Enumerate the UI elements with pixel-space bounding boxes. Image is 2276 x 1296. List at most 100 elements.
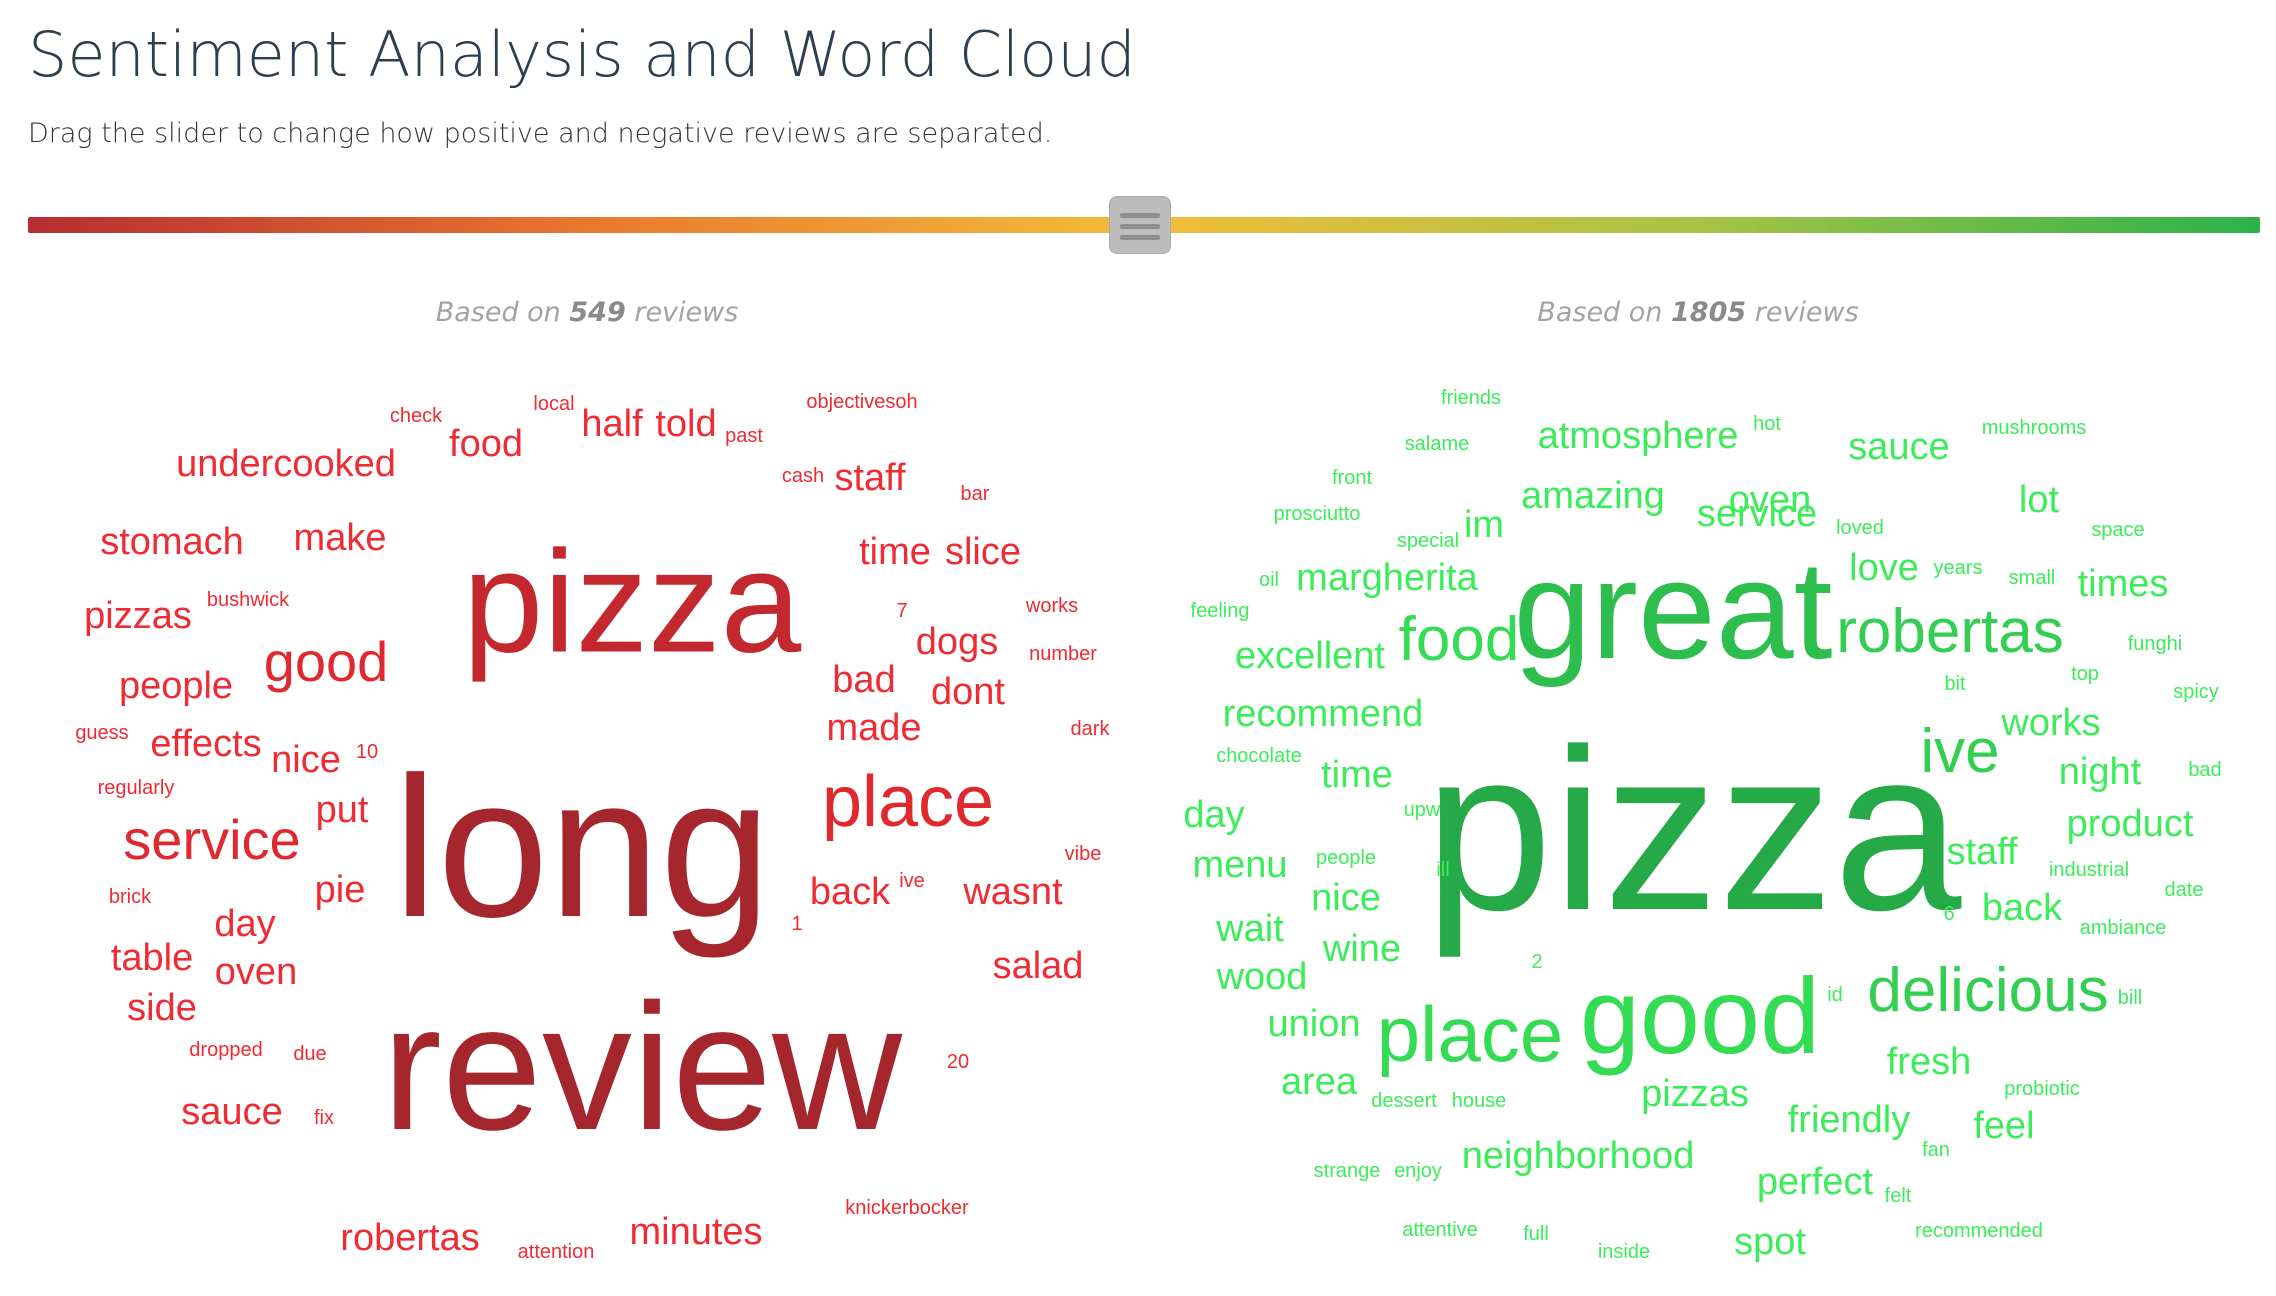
negative-word-guess: guess — [75, 722, 129, 744]
positive-word-place: place — [1376, 990, 1564, 1078]
negative-word-side: side — [127, 987, 197, 1029]
positive-word-works: works — [2001, 702, 2101, 744]
negative-word-past: past — [725, 425, 763, 447]
negative-word-knickerbocker: knickerbocker — [845, 1197, 969, 1219]
negative-word-pizza: pizza — [462, 520, 802, 683]
positive-word-mushrooms: mushrooms — [1981, 417, 2087, 439]
negative-based-suffix: reviews — [625, 297, 739, 328]
positive-word-ambiance: ambiance — [2079, 917, 2167, 939]
negative-word-bushwick: bushwick — [206, 589, 290, 611]
negative-word-effects: effects — [150, 723, 262, 765]
negative-word-check: check — [389, 405, 443, 427]
negative-word-fix: fix — [314, 1107, 334, 1129]
negative-word-attention: attention — [517, 1241, 595, 1263]
negative-word-people: people — [118, 665, 234, 707]
negative-word-time: time — [859, 531, 931, 573]
negative-word-20: 20 — [946, 1051, 970, 1073]
positive-word-upw: upw — [1403, 799, 1441, 821]
positive-word-bad: bad — [2188, 759, 2222, 781]
positive-word-people: people — [1315, 847, 1377, 869]
positive-word-house: house — [1451, 1090, 1507, 1112]
negative-word-staff: staff — [834, 457, 906, 499]
positive-word-robertas: robertas — [1836, 597, 2064, 666]
negative-word-put: put — [315, 789, 369, 831]
sentiment-slider-handle[interactable] — [1109, 196, 1171, 254]
positive-word-sauce: sauce — [1848, 426, 1950, 468]
positive-word-full: full — [1523, 1223, 1549, 1245]
negative-word-day: day — [214, 903, 276, 945]
positive-word-6: 6 — [1943, 903, 1955, 925]
positive-word-delicious: delicious — [1867, 956, 2109, 1025]
positive-word-margherita: margherita — [1296, 557, 1478, 599]
positive-word-perfect: perfect — [1756, 1161, 1874, 1203]
negative-word-regularly: regularly — [97, 777, 175, 799]
positive-word-id: id — [1827, 984, 1843, 1006]
positive-word-salame: salame — [1404, 433, 1470, 455]
positive-word-dessert: dessert — [1371, 1090, 1437, 1112]
positive-word-enjoy: enjoy — [1394, 1160, 1442, 1182]
negative-word-cash: cash — [781, 465, 825, 487]
positive-word-special: special — [1396, 530, 1460, 552]
positive-word-spot: spot — [1734, 1221, 1806, 1263]
positive-word-service: service — [1696, 493, 1818, 535]
negative-word-10: 10 — [355, 741, 379, 763]
positive-word-time: time — [1321, 754, 1393, 796]
positive-word-inside: inside — [1597, 1241, 1651, 1263]
positive-word-funghi: funghi — [2127, 633, 2183, 655]
positive-word-chocolate: chocolate — [1216, 745, 1302, 767]
positive-word-nice: nice — [1311, 877, 1381, 919]
positive-word-oil: oil — [1258, 569, 1280, 591]
negative-word-ive: ive — [899, 870, 925, 892]
positive-word-excellent: excellent — [1235, 635, 1385, 677]
negative-word-bar: bar — [960, 483, 990, 505]
positive-word-wood: wood — [1216, 956, 1308, 998]
positive-word-feeling: feeling — [1190, 600, 1250, 622]
positive-word-food: food — [1398, 605, 1520, 674]
negative-word-undercooked: undercooked — [176, 443, 396, 485]
negative-word-salad: salad — [992, 945, 1084, 987]
negative-word-vibe: vibe — [1064, 843, 1102, 865]
negative-based-prefix: Based on — [435, 297, 570, 328]
grip-line-icon — [1120, 235, 1160, 240]
negative-word-slice: slice — [944, 531, 1022, 573]
positive-word-fresh: fresh — [1886, 1041, 1972, 1083]
negative-word-good: good — [263, 630, 389, 693]
page-title: Sentiment Analysis and Word Cloud — [28, 18, 1136, 91]
negative-word-make: make — [293, 517, 387, 559]
positive-word-space: space — [2091, 519, 2145, 541]
positive-word-recommend: recommend — [1222, 693, 1424, 735]
negative-word-back: back — [809, 871, 891, 913]
positive-word-recommended: recommended — [1915, 1220, 2043, 1242]
positive-word-hot: hot — [1753, 413, 1781, 435]
positive-word-great: great — [1513, 531, 1833, 688]
positive-word-strange: strange — [1313, 1160, 1381, 1182]
positive-word-feel: feel — [1973, 1105, 2035, 1147]
positive-word-times: times — [2077, 563, 2169, 605]
negative-word-place: place — [821, 762, 995, 842]
positive-word-fan: fan — [1922, 1139, 1950, 1161]
positive-word-date: date — [2164, 879, 2204, 901]
positive-word-back: back — [1981, 887, 2063, 929]
grip-line-icon — [1120, 224, 1160, 229]
negative-word-wasnt: wasnt — [963, 871, 1063, 913]
negative-review-count: Based on 549 reviews — [436, 297, 739, 328]
positive-word-pizza: pizza — [1424, 701, 1962, 958]
negative-word-service: service — [123, 808, 301, 871]
positive-review-count: Based on 1805 reviews — [1537, 297, 1858, 328]
negative-word-stomach: stomach — [100, 521, 244, 563]
positive-word-wait: wait — [1216, 908, 1284, 950]
positive-word-ill: ill — [1436, 859, 1450, 881]
positive-word-union: union — [1267, 1003, 1361, 1045]
positive-word-bill: bill — [2117, 987, 2143, 1009]
positive-word-good: good — [1579, 955, 1821, 1076]
negative-word-nice: nice — [271, 739, 341, 781]
negative-word-table: table — [110, 937, 194, 979]
negative-word-dropped: dropped — [189, 1039, 263, 1061]
negative-word-dark: dark — [1070, 718, 1110, 740]
positive-word-lot: lot — [2018, 479, 2060, 521]
positive-word-industrial: industrial — [2048, 859, 2130, 881]
positive-word-spicy: spicy — [2173, 681, 2219, 703]
negative-word-pizzas: pizzas — [84, 595, 192, 637]
